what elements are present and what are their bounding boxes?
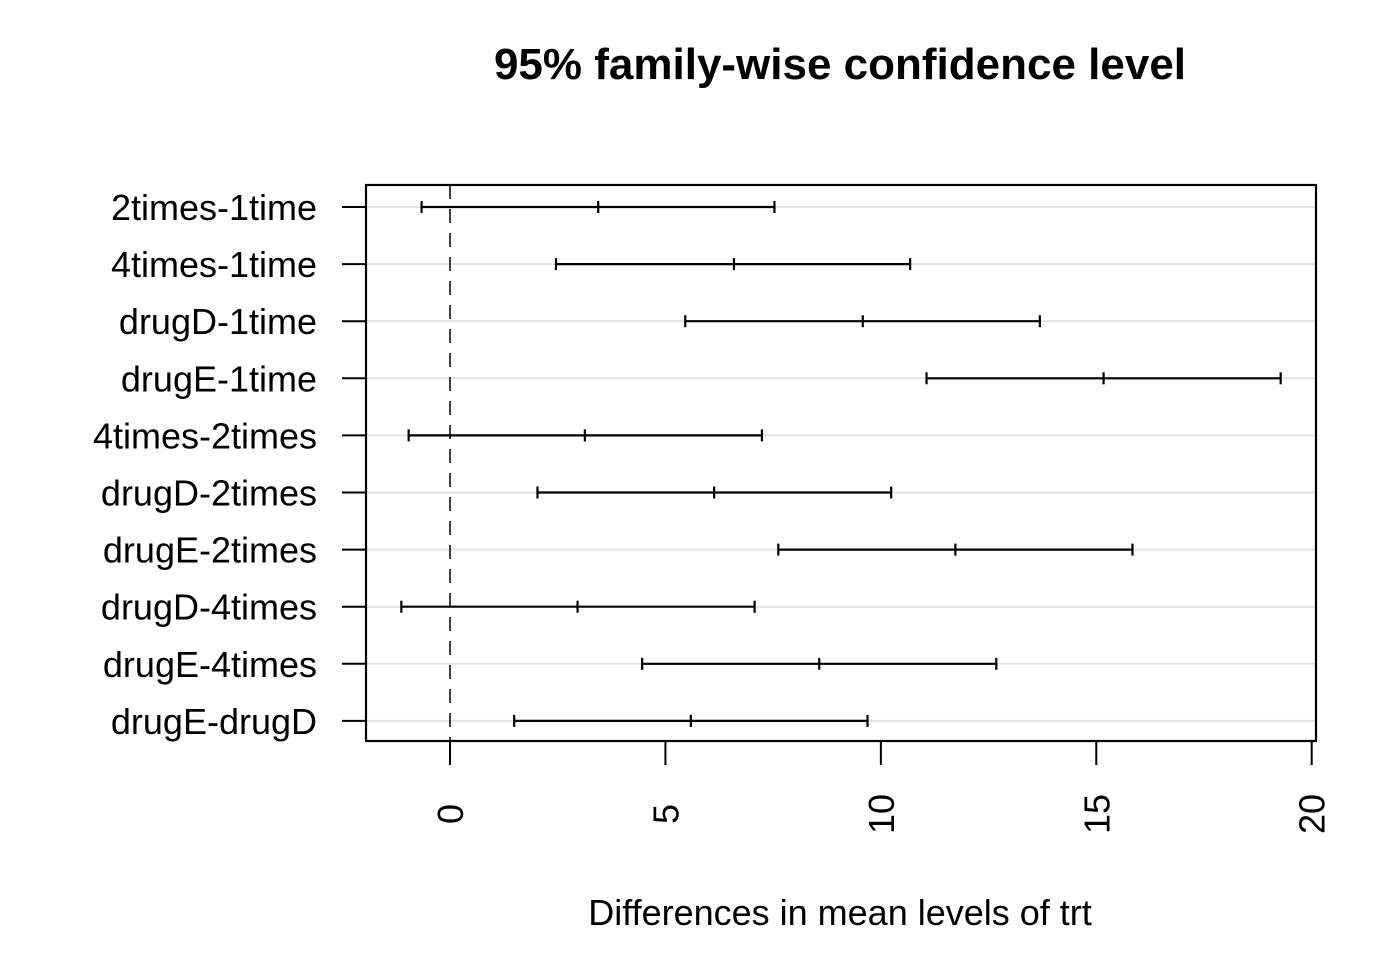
- y-tick-label: drugD-2times: [101, 473, 317, 514]
- y-tick-label: drugE-4times: [103, 644, 317, 685]
- x-tick-label: 20: [1292, 794, 1333, 834]
- ci-row: [513, 714, 869, 727]
- y-tick-label: drugE-drugD: [111, 701, 317, 742]
- grid-lines: [366, 206, 1316, 722]
- chart-title: 95% family-wise confidence level: [494, 40, 1186, 89]
- y-tick-label: 4times-1time: [111, 244, 317, 285]
- y-tick-label: drugE-2times: [103, 530, 317, 571]
- x-tick-label: 10: [861, 794, 902, 834]
- ci-row: [554, 258, 912, 271]
- confidence-intervals: [400, 201, 1282, 727]
- ci-row: [536, 486, 893, 499]
- ci-row: [925, 372, 1282, 385]
- plot-frame: [364, 183, 1318, 743]
- x-tick-label: 5: [645, 804, 686, 824]
- y-tick-label: drugD-4times: [101, 587, 317, 628]
- ci-row: [684, 315, 1041, 328]
- x-axis: 0 5 10 15 20: [430, 740, 1333, 834]
- ci-row: [420, 201, 776, 213]
- y-tick-label: 2times-1time: [111, 187, 317, 228]
- ci-row: [777, 543, 1134, 556]
- x-axis-label: Differences in mean levels of trt: [588, 892, 1092, 933]
- ci-row: [641, 657, 998, 670]
- y-tick-label: drugD-1time: [119, 301, 317, 342]
- y-tick-label: drugE-1time: [121, 358, 317, 399]
- x-tick-label: 0: [430, 804, 471, 824]
- y-tick-label: 4times-2times: [93, 415, 317, 456]
- ci-row: [400, 600, 756, 613]
- y-axis: 2times-1time 4times-1time drugD-1time drugE…: [93, 187, 366, 742]
- x-tick-label: 15: [1076, 794, 1117, 834]
- ci-row: [407, 429, 764, 442]
